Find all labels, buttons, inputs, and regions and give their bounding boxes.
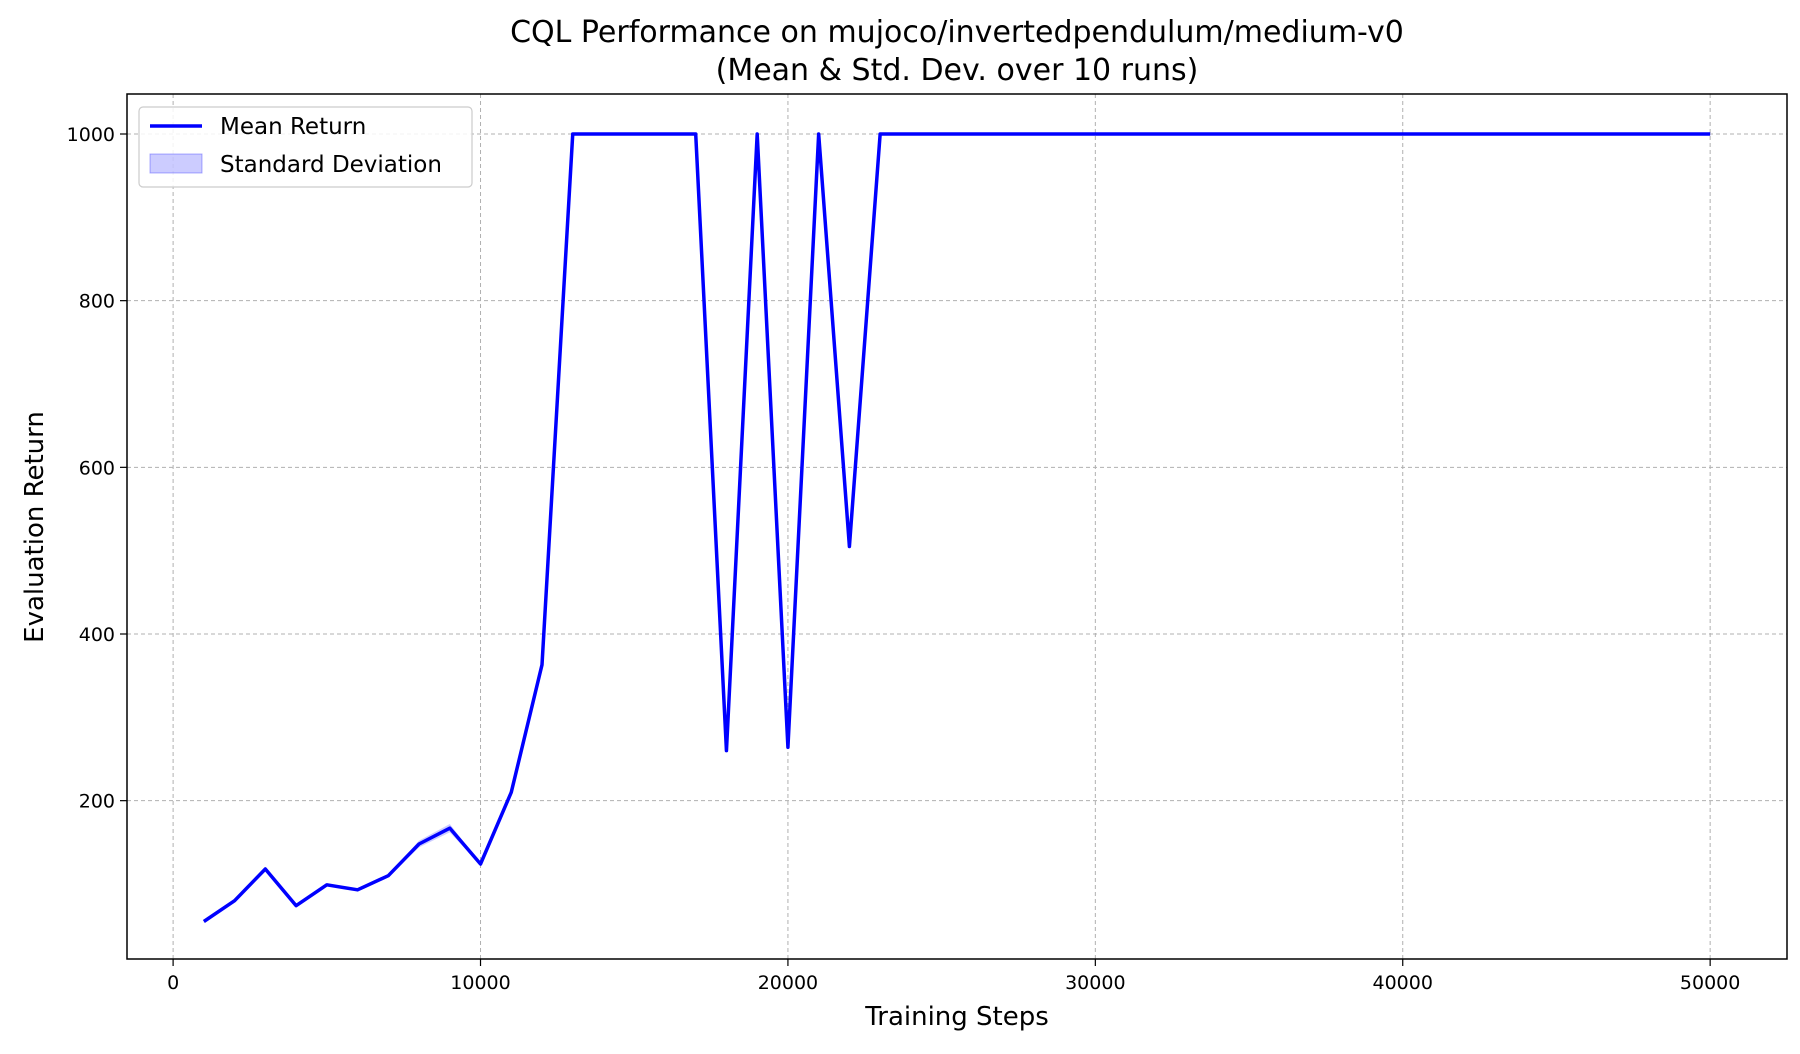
series-layer [202, 132, 1712, 924]
y-axis-ticks: 200 400 600 800 1000 [67, 124, 127, 813]
mean-return-point [786, 745, 790, 749]
x-tick-label: 10000 [450, 972, 510, 994]
mean-return-point [386, 874, 390, 878]
mean-return-point [1616, 132, 1620, 136]
mean-return-point [1216, 132, 1220, 136]
mean-return-point [1032, 132, 1036, 136]
legend-box [138, 106, 473, 188]
mean-return-point [1309, 132, 1313, 136]
y-tick-label: 200 [79, 791, 115, 813]
x-axis-ticks: 0 10000 20000 30000 40000 50000 [167, 959, 1740, 994]
mean-return-point [1278, 132, 1282, 136]
mean-return-point [1186, 132, 1190, 136]
mean-return-point [1431, 132, 1435, 136]
mean-return-point [1001, 132, 1005, 136]
mean-return-point [1401, 132, 1405, 136]
mean-return-point [1155, 132, 1159, 136]
mean-return-point [970, 132, 974, 136]
legend-std-swatch [149, 153, 203, 174]
y-axis-label: Evaluation Return [20, 411, 50, 643]
mean-return-point [1339, 132, 1343, 136]
mean-return-point [263, 867, 267, 871]
mean-return-point [479, 862, 483, 866]
y-tick-label: 600 [79, 457, 115, 479]
chart-subtitle: (Mean & Std. Dev. over 10 runs) [716, 53, 1199, 88]
mean-return-point [233, 899, 237, 903]
x-tick-label: 0 [167, 972, 179, 994]
y-tick-label: 800 [79, 291, 115, 313]
y-tick-label: 400 [79, 624, 115, 646]
chart-title: CQL Performance on mujoco/invertedpendul… [510, 15, 1404, 50]
mean-return-point [632, 132, 636, 136]
mean-return-point [755, 132, 759, 136]
legend-std-label: Standard Deviation [220, 152, 442, 178]
mean-return-point [694, 132, 698, 136]
x-tick-label: 30000 [1065, 972, 1125, 994]
mean-return-point [1124, 132, 1128, 136]
x-tick-label: 40000 [1373, 972, 1433, 994]
mean-return-point [509, 790, 513, 794]
mean-return-point [1247, 132, 1251, 136]
y-tick-label: 1000 [67, 124, 115, 146]
mean-return-point [909, 132, 913, 136]
mean-return-point [847, 545, 851, 549]
mean-return-point [202, 920, 206, 924]
mean-return-point [1677, 132, 1681, 136]
mean-return-point [601, 132, 605, 136]
legend: Mean Return Standard Deviation [138, 106, 473, 188]
mean-return-point [1585, 132, 1589, 136]
mean-return-point [1524, 132, 1528, 136]
mean-return-point [325, 883, 329, 887]
mean-return-point [1647, 132, 1651, 136]
mean-return-point [724, 749, 728, 753]
mean-return-point [663, 132, 667, 136]
mean-return-point [1093, 132, 1097, 136]
mean-return-line [202, 132, 1711, 923]
plot-area-frame [126, 93, 1788, 960]
mean-return-point [1462, 132, 1466, 136]
mean-return-point [294, 904, 298, 908]
mean-return-point [878, 132, 882, 136]
mean-return-point [1063, 132, 1067, 136]
mean-return-point [417, 842, 421, 846]
mean-return-point [540, 663, 544, 667]
mean-return-point [817, 132, 821, 136]
mean-return-point [1370, 132, 1374, 136]
mean-return-point [356, 888, 360, 892]
x-tick-label: 20000 [758, 972, 818, 994]
mean-return-point [448, 826, 452, 830]
mean-return-point [1493, 132, 1497, 136]
mean-return-point [1554, 132, 1558, 136]
mean-return-point [571, 132, 575, 136]
x-tick-label: 50000 [1680, 972, 1740, 994]
x-axis-label: Training Steps [864, 1002, 1049, 1032]
mean-return-point [940, 132, 944, 136]
mean-return-point [1708, 132, 1712, 136]
legend-mean-label: Mean Return [220, 114, 366, 140]
